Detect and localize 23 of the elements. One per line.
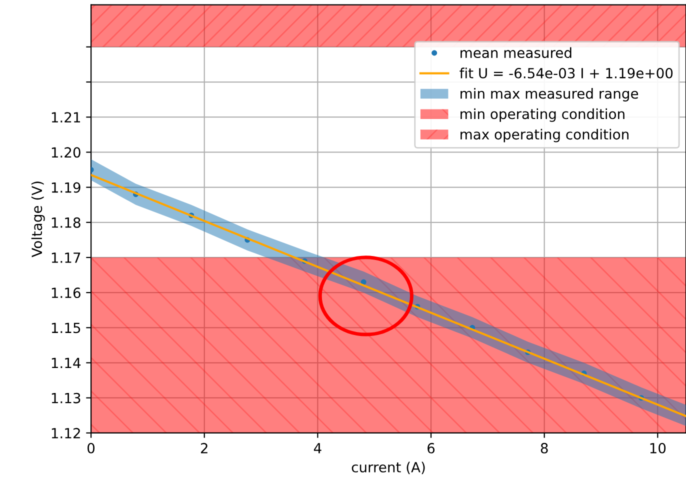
- x-tick-label: 4: [314, 443, 322, 454]
- x-tick-label: 2: [200, 442, 208, 454]
- y-tick-label: 1.16: [52, 288, 80, 298]
- y-axis-title: Voltage (V): [31, 182, 45, 258]
- legend-label: max operating condition: [460, 128, 628, 142]
- x-tick-label: 0: [88, 442, 95, 454]
- legend-label: min max measured range: [460, 88, 638, 102]
- y-tick-label: 1.19: [52, 182, 80, 193]
- y-tick-label: 1.20: [52, 147, 80, 158]
- legend-label: min operating condition: [460, 108, 624, 122]
- x-tick-label: 8: [540, 442, 548, 454]
- x-axis-title: current (A): [352, 462, 425, 474]
- legend-label: mean measured: [460, 47, 572, 58]
- y-tick-label: 1.14: [52, 358, 81, 368]
- x-tick-label: 10: [650, 442, 666, 454]
- y-tick-label: 1.18: [52, 217, 80, 228]
- y-tick-label: 1.13: [52, 392, 80, 404]
- y-tick-label: 1.17: [52, 252, 80, 263]
- x-tick-label: 6: [428, 442, 435, 454]
- y-tick-label: 1.12: [52, 428, 80, 438]
- y-tick-label: 1.21: [52, 112, 80, 122]
- y-tick-label: 1.15: [52, 322, 80, 334]
- legend-label: fit U = -6.54e-03 I + 1.19e+00: [460, 68, 673, 78]
